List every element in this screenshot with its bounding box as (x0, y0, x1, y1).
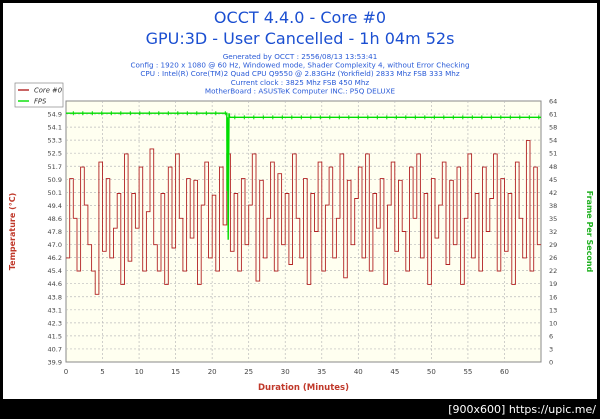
y-tick-right: 6 (549, 332, 553, 340)
y-tick-right: 42 (549, 189, 557, 197)
info-line: Current clock : 3825 Mhz FSB 450 Mhz (231, 78, 370, 87)
y-tick-left: 52.5 (48, 150, 62, 158)
x-tick: 20 (208, 368, 217, 376)
series-line-fps (66, 112, 541, 240)
x-tick: 15 (171, 368, 180, 376)
y-tick-right: 54 (549, 137, 557, 145)
y-tick-left: 47.0 (48, 241, 62, 249)
plot-area (65, 100, 542, 363)
y-tick-left: 53.3 (48, 137, 62, 145)
y-tick-right: 16 (549, 293, 557, 301)
x-axis-label: Duration (Minutes) (258, 383, 349, 393)
y-tick-left: 48.6 (48, 215, 62, 223)
y-tick-left: 40.7 (48, 345, 62, 353)
y-tick-left: 44.6 (48, 280, 62, 288)
y-tick-right: 10 (549, 319, 557, 327)
y-tick-left: 51.7 (48, 163, 62, 171)
y-axis-label-right: Frame Per Second (585, 191, 594, 273)
x-tick: 0 (64, 368, 68, 376)
y-tick-right: 45 (549, 176, 557, 184)
chart-subtitle: GPU:3D - User Cancelled - 1h 04m 52s (146, 29, 455, 48)
y-tick-left: 45.4 (48, 267, 62, 275)
y-tick-right: 32 (549, 228, 557, 236)
y-tick-right: 51 (549, 150, 557, 158)
y-tick-right: 19 (549, 280, 557, 288)
y-tick-right: 35 (549, 215, 557, 223)
chart-svg: OCCT 4.4.0 - Core #0 GPU:3D - User Cancel… (8, 8, 594, 393)
x-tick: 10 (135, 368, 144, 376)
x-tick: 55 (463, 368, 472, 376)
y-tick-left: 47.8 (48, 228, 62, 236)
y-tick-left: 54.9 (48, 111, 62, 119)
info-line: Generated by OCCT : 2556/08/13 13:53:41 (223, 52, 378, 61)
y-tick-right: 3 (549, 345, 553, 353)
y-tick-left: 43.1 (48, 306, 62, 314)
footer-text: [900x600] https://upic.me/ (448, 403, 596, 416)
legend-label: FPS (34, 98, 47, 106)
y-tick-right: 38 (549, 202, 557, 210)
x-tick: 60 (500, 368, 509, 376)
series-line-core0 (66, 140, 541, 295)
legend-box (14, 82, 64, 108)
y-tick-left: 50.9 (48, 176, 62, 184)
y-tick-right: 64 (549, 98, 557, 106)
x-tick: 25 (244, 368, 253, 376)
x-tick: 45 (390, 368, 399, 376)
x-tick: 5 (100, 368, 104, 376)
y-tick-left: 54.1 (48, 124, 62, 132)
footer-bar: [900x600] https://upic.me/ (0, 401, 600, 419)
y-tick-left: 46.2 (48, 254, 62, 262)
y-tick-left: 42.3 (48, 319, 62, 327)
x-tick: 30 (281, 368, 290, 376)
y-tick-right: 22 (549, 267, 557, 275)
y-tick-left: 49.4 (48, 202, 62, 210)
y-tick-right: 0 (549, 359, 553, 367)
chart-title: OCCT 4.4.0 - Core #0 (214, 8, 386, 27)
y-axis-label-left: Temperature (°C) (8, 193, 17, 271)
y-tick-left: 39.9 (48, 359, 62, 367)
x-tick: 50 (427, 368, 436, 376)
chart-frame: OCCT 4.4.0 - Core #0 GPU:3D - User Cancel… (3, 3, 597, 399)
y-tick-right: 58 (549, 124, 557, 132)
y-tick-left: 43.8 (48, 293, 62, 301)
y-tick-right: 26 (549, 254, 557, 262)
legend-label: Core #0 (34, 87, 62, 95)
info-line: CPU : Intel(R) Core(TM)2 Quad CPU Q9550 … (140, 69, 459, 78)
y-tick-right: 13 (549, 306, 557, 314)
y-tick-left: 41.5 (48, 332, 62, 340)
y-tick-left: 50.1 (48, 189, 62, 197)
x-tick: 35 (317, 368, 326, 376)
y-tick-right: 61 (549, 111, 557, 119)
x-tick: 40 (354, 368, 363, 376)
y-tick-right: 29 (549, 241, 557, 249)
y-tick-right: 48 (549, 163, 557, 171)
info-line: MotherBoard : ASUSTeK Computer INC.: P5Q… (205, 86, 396, 95)
info-line: Config : 1920 x 1080 @ 60 Hz, Windowed m… (130, 61, 469, 70)
